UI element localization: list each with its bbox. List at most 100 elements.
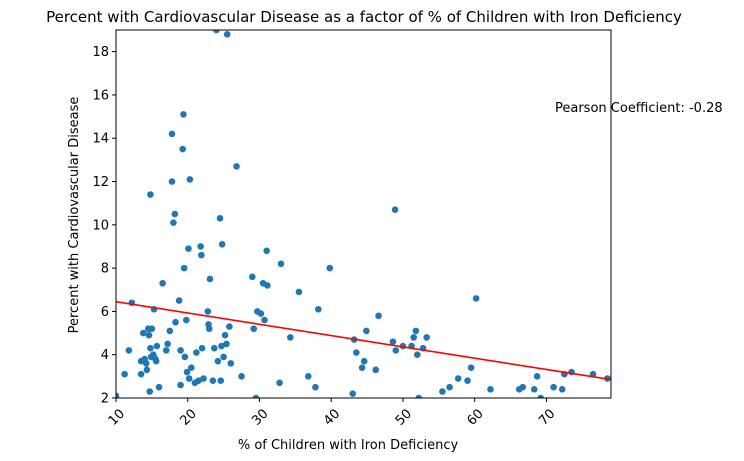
data-point (220, 353, 227, 361)
data-point (238, 373, 245, 380)
data-point (121, 370, 128, 378)
data-point (353, 349, 360, 356)
data-point (162, 347, 170, 354)
data-point (155, 383, 163, 391)
data-point (164, 340, 171, 348)
data-point (412, 327, 420, 335)
data-point (145, 331, 153, 339)
data-point (177, 347, 184, 354)
data-point (558, 386, 566, 393)
data-point (226, 323, 233, 330)
y-tick-label: 14 (92, 132, 109, 147)
data-point (159, 279, 166, 287)
data-point (180, 111, 187, 118)
y-tick-label: 4 (101, 348, 109, 363)
data-point (195, 377, 202, 384)
data-point (312, 383, 319, 391)
data-point (389, 338, 397, 346)
x-tick-label: 30 (249, 406, 271, 428)
data-point (519, 383, 527, 391)
data-point (142, 360, 150, 367)
data-point (233, 163, 240, 170)
y-tick-label: 6 (101, 305, 109, 320)
data-point (326, 264, 334, 272)
trend-line (116, 300, 611, 381)
x-tick-label: 40 (321, 406, 343, 428)
data-point (375, 312, 382, 320)
data-point (530, 386, 538, 393)
data-point (276, 379, 283, 387)
data-point (213, 30, 220, 34)
trend-line-layer (116, 300, 611, 381)
x-tick-label: 20 (177, 406, 199, 428)
data-point (193, 349, 200, 356)
data-point (472, 295, 480, 302)
plot-area-frame (115, 29, 612, 399)
data-point (214, 357, 222, 365)
data-point (180, 264, 188, 272)
chart-title: Percent with Cardiovascular Disease as a… (46, 8, 682, 26)
data-point (210, 344, 218, 352)
y-axis: 2 4 6 8 10 12 14 16 18 (92, 45, 116, 407)
data-point (439, 388, 446, 395)
data-point (183, 368, 191, 376)
data-point (148, 325, 156, 333)
data-point (172, 318, 179, 326)
data-point (204, 308, 212, 315)
data-point (217, 377, 225, 384)
data-point (175, 297, 183, 304)
data-point (181, 353, 189, 361)
data-point (221, 331, 229, 339)
data-point (188, 364, 195, 371)
data-point (360, 357, 368, 365)
data-point (454, 375, 462, 382)
data-point (277, 260, 285, 268)
data-point (295, 288, 303, 296)
data-point (125, 347, 133, 354)
data-point (137, 370, 145, 378)
data-point (363, 327, 370, 335)
data-point (304, 373, 312, 380)
data-point (392, 347, 400, 354)
data-point (183, 316, 190, 324)
data-point (257, 310, 265, 317)
data-point (550, 383, 557, 391)
data-point (147, 191, 154, 198)
data-point (415, 394, 423, 398)
data-point (116, 392, 120, 398)
data-point (227, 360, 235, 367)
data-point (423, 334, 430, 341)
y-tick-label: 18 (92, 45, 109, 60)
data-point (146, 388, 154, 395)
data-point (171, 210, 179, 218)
y-tick-label: 2 (101, 392, 109, 407)
data-point (197, 243, 204, 250)
x-axis: 10 20 30 40 50 60 70 (106, 398, 558, 429)
data-point (185, 375, 193, 382)
data-point (177, 381, 184, 389)
x-tick-label: 10 (106, 406, 128, 428)
pearson-annotation: Pearson Coefficient: -0.28 (555, 101, 723, 116)
data-point (185, 245, 192, 252)
data-point (249, 273, 256, 281)
y-tick-label: 12 (92, 175, 109, 190)
data-point (464, 377, 471, 384)
data-point (372, 366, 379, 374)
data-point (206, 275, 214, 283)
data-point (168, 178, 176, 185)
data-point (252, 394, 260, 398)
data-point (250, 325, 258, 333)
data-point (261, 316, 268, 324)
data-point (218, 342, 225, 350)
data-point (391, 206, 399, 213)
data-point (287, 334, 294, 341)
y-tick-label: 10 (92, 218, 109, 233)
data-point (358, 364, 366, 371)
data-point (537, 394, 544, 398)
x-axis-label: % of Children with Iron Deficiency (238, 438, 459, 453)
x-tick-label: 50 (393, 406, 415, 428)
data-point (139, 329, 147, 337)
data-point (349, 390, 357, 397)
data-point (200, 375, 207, 382)
